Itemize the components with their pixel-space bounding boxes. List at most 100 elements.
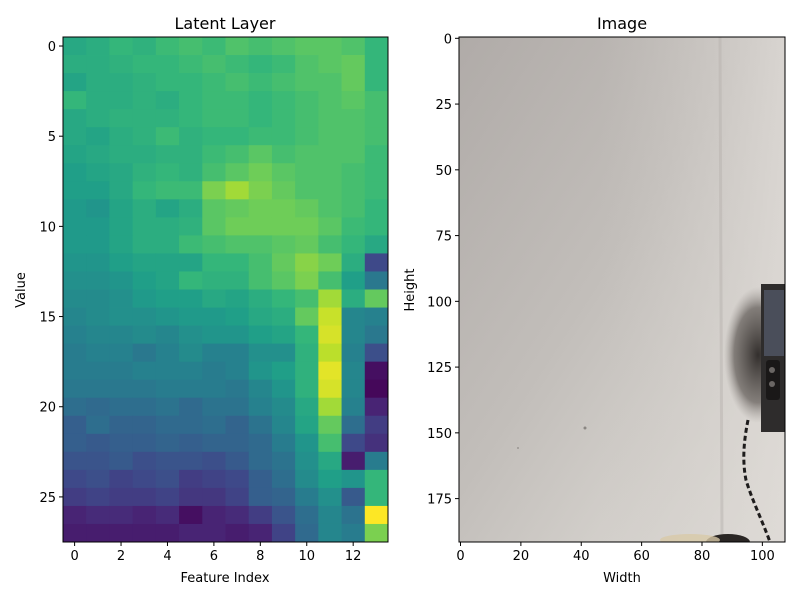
heatmap-cell <box>225 415 250 435</box>
heatmap-cell <box>109 469 134 489</box>
heatmap-cell <box>364 433 389 453</box>
heatmap-cell <box>271 127 296 146</box>
heatmap-cell <box>109 325 134 345</box>
heatmap-cell <box>341 451 366 471</box>
heatmap-cell <box>132 469 157 489</box>
heatmap-cell <box>109 361 134 381</box>
heatmap-cell <box>225 523 250 543</box>
heatmap-cell <box>295 361 319 381</box>
heatmap-cell <box>341 91 366 110</box>
heatmap-cell <box>132 181 157 200</box>
image-x-tick-label: 40 <box>573 549 590 564</box>
heatmap-cell <box>248 415 273 435</box>
heatmap-cell <box>295 199 319 218</box>
heatmap-cell <box>63 163 87 182</box>
heatmap-cell <box>155 289 180 308</box>
heatmap-cell <box>63 127 87 146</box>
heatmap-cell <box>86 181 110 200</box>
heatmap-cell <box>248 217 273 236</box>
heatmap-cell <box>225 55 250 74</box>
heatmap-cell <box>364 289 389 308</box>
heatmap-cell <box>63 289 87 308</box>
heatmap-cell <box>295 523 319 543</box>
heatmap-cell <box>63 37 87 56</box>
heatmap-cell <box>179 181 203 200</box>
heatmap-cell <box>271 253 296 272</box>
heatmap-cell <box>341 199 366 218</box>
heatmap-cell <box>271 181 296 200</box>
heatmap-cell <box>248 73 273 92</box>
heatmap-cell <box>225 91 250 110</box>
heatmap-cell <box>155 217 180 236</box>
heatmap-cell <box>86 55 110 74</box>
heatmap-cell <box>132 109 157 128</box>
heatmap-cell <box>179 415 203 435</box>
heatmap-cell <box>86 91 110 110</box>
heatmap-cell <box>179 253 203 272</box>
heatmap-title: Latent Layer <box>175 14 276 33</box>
heatmap-cell <box>295 379 319 399</box>
heatmap-cell <box>202 451 226 471</box>
heatmap-cell <box>202 73 226 92</box>
heatmap-cell <box>202 199 226 218</box>
heatmap-cell <box>63 109 87 128</box>
heatmap-y-tick-label: 15 <box>39 311 56 326</box>
heatmap-cell <box>295 73 319 92</box>
heatmap-cell <box>225 487 250 507</box>
heatmap-cell <box>295 55 319 74</box>
heatmap-cell <box>271 217 296 236</box>
heatmap-cell <box>248 523 273 543</box>
heatmap-cell <box>341 469 366 489</box>
image-x-tick-label: 20 <box>513 549 530 564</box>
heatmap-cell <box>225 37 250 56</box>
heatmap-cell <box>132 433 157 453</box>
heatmap-cell <box>364 523 389 543</box>
heatmap-cell <box>341 433 366 453</box>
heatmap-cell <box>202 307 226 326</box>
heatmap-cell <box>295 235 319 254</box>
heatmap-cell <box>271 145 296 164</box>
heatmap-x-tick-label: 6 <box>210 549 218 564</box>
heatmap-cell <box>271 451 296 471</box>
heatmap-cell <box>318 451 342 471</box>
heatmap-cell <box>318 145 342 164</box>
heatmap-cell <box>63 451 87 471</box>
heatmap-cell <box>202 217 226 236</box>
heatmap-cell <box>155 271 180 290</box>
heatmap-cell <box>179 361 203 381</box>
heatmap-cell <box>86 199 110 218</box>
heatmap-cell <box>318 127 342 146</box>
heatmap-cell <box>295 451 319 471</box>
heatmap-cell <box>341 397 366 417</box>
heatmap-cell <box>364 505 389 525</box>
heatmap-cell <box>63 253 87 272</box>
heatmap-cell <box>179 505 203 525</box>
heatmap-cell <box>86 73 110 92</box>
heatmap-cell <box>295 415 319 435</box>
heatmap-x-tick-label: 2 <box>117 549 125 564</box>
heatmap-cell <box>155 145 180 164</box>
heatmap-cell <box>86 451 110 471</box>
heatmap-cell <box>179 343 203 363</box>
heatmap-cell <box>225 433 250 453</box>
heatmap-cell <box>341 523 366 543</box>
heatmap-cell <box>341 145 366 164</box>
heatmap-cell <box>132 361 157 381</box>
heatmap-cell <box>109 379 134 399</box>
heatmap-cell <box>202 469 226 489</box>
heatmap-cell <box>202 325 226 345</box>
heatmap-cell <box>225 181 250 200</box>
heatmap-cell <box>155 433 180 453</box>
heatmap-cell <box>225 109 250 128</box>
heatmap-y-tick-label: 10 <box>39 220 56 235</box>
heatmap-cell <box>155 91 180 110</box>
heatmap-cell <box>318 73 342 92</box>
heatmap-cell <box>318 163 342 182</box>
heatmap-cell <box>155 199 180 218</box>
heatmap-cell <box>318 433 342 453</box>
heatmap-cell <box>63 505 87 525</box>
heatmap-x-tick-label: 0 <box>70 549 78 564</box>
heatmap-cell <box>86 469 110 489</box>
heatmap-cell <box>63 325 87 345</box>
image-y-tick-label: 25 <box>435 98 452 113</box>
